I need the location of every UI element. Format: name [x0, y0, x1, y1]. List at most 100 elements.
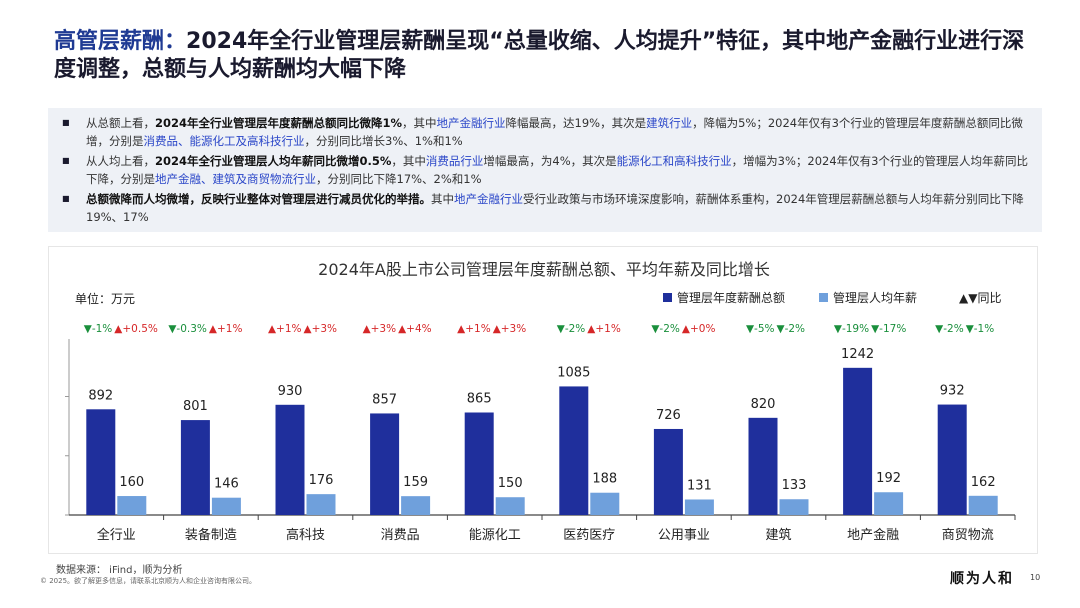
- page-number: 10: [1030, 573, 1041, 582]
- bar-average-label: 131: [687, 478, 712, 493]
- bullet-text: ，分别同比下降17%、2%和1%: [316, 172, 482, 186]
- yoy-average-label: ▲+3%: [304, 323, 338, 335]
- bar-average: [211, 497, 241, 515]
- category-label: 商贸物流: [942, 528, 994, 543]
- category-label: 能源化工: [469, 528, 521, 543]
- bar-average-label: 146: [214, 477, 239, 492]
- bar-total: [86, 409, 116, 515]
- category-label: 医药医疗: [563, 528, 615, 543]
- yoy-average-label: ▼-1%: [966, 323, 995, 335]
- bar-average: [684, 499, 714, 515]
- bullet-highlight: 地产金融、建筑及商贸物流行业: [155, 172, 316, 186]
- bar-average-label: 192: [876, 471, 901, 486]
- yoy-total-label: ▼-2%: [557, 323, 586, 335]
- bar-total: [464, 412, 494, 515]
- bullet-highlight: 地产金融行业: [454, 192, 523, 206]
- summary-bullets: 从总额上看，2024年全行业管理层年度薪酬总额同比微降1%，其中地产金融行业降幅…: [48, 108, 1042, 232]
- title-text: 2024年全行业管理层薪酬呈现“总量收缩、人均提升”特征，其中地产金融行业进行深…: [54, 29, 1025, 82]
- yoy-box: [74, 319, 159, 336]
- bullet-text: ，增幅为3%；2024年仅有3个行业的管理层人均年薪同比下降，分别是: [86, 154, 1028, 186]
- bullet-text: ，降幅为5%；2024年仅有3个行业的管理层年度薪酬总额同比微增，分别是: [86, 116, 1023, 148]
- unit-label: 单位：万元: [75, 291, 135, 306]
- bar-total-label: 820: [751, 397, 776, 412]
- yoy-box: [168, 319, 254, 336]
- category-label: 公用事业: [658, 528, 710, 543]
- copyright: © 2025。欲了解更多信息，请联系北京顺为人和企业咨询有限公司。: [40, 577, 257, 585]
- yoy-box: [736, 319, 821, 336]
- yoy-total-label: ▼-2%: [651, 323, 680, 335]
- yoy-total-label: ▲+1%: [268, 323, 302, 335]
- category-label: 装备制造: [185, 527, 237, 543]
- yoy-box: [641, 319, 727, 336]
- bar-average-label: 133: [782, 478, 807, 493]
- bar-average-label: 188: [592, 472, 617, 487]
- yoy-average-label: ▼-17%: [871, 323, 906, 335]
- bullet-conclusion: 总额微降而人均微增，反映行业整体对管理层进行减员优化的举措。其中地产金融行业受行…: [58, 190, 1032, 226]
- yoy-box: [830, 319, 916, 336]
- bar-average: [401, 496, 431, 515]
- yoy-average-label: ▲+1%: [209, 323, 243, 335]
- yoy-total-label: ▼-5%: [746, 323, 775, 335]
- category-label: 高科技: [286, 527, 325, 543]
- bullet-text: ，分别同比增长3%、1%和1%: [304, 134, 463, 148]
- yoy-box: [547, 319, 632, 336]
- bar-total: [370, 413, 400, 515]
- yoy-total-label: ▲+1%: [457, 323, 491, 335]
- bar-average: [874, 492, 904, 515]
- category-label: 建筑: [765, 527, 791, 543]
- bar-average-label: 160: [119, 475, 144, 490]
- category-label: 地产金融: [847, 527, 899, 543]
- bullet-text: 受行业政策与市场环境深度影响，薪酬体系重构，2024年管理层薪酬总额与人均年薪分…: [86, 192, 1024, 224]
- bar-total-label: 1085: [557, 365, 590, 380]
- yoy-average-label: ▼-2%: [777, 323, 806, 335]
- bullet-strong: 总额微降而人均微增，反映行业整体对管理层进行减员优化的举措。: [86, 192, 431, 206]
- bar-average: [779, 499, 809, 515]
- bar-average-label: 150: [498, 476, 523, 491]
- yoy-average-label: ▲+0.5%: [114, 323, 158, 335]
- bar-total: [653, 428, 683, 515]
- bar-average: [590, 492, 620, 515]
- bullet-text: ，其中: [402, 116, 437, 130]
- bullet-lead: 从总额上看，: [86, 116, 155, 130]
- bar-total: [843, 367, 873, 515]
- yoy-average-label: ▲+1%: [587, 323, 621, 335]
- bullet-highlight: 消费品行业: [425, 154, 484, 168]
- bullet-strong: 2024年全行业管理层人均年薪同比微增0.5%: [155, 154, 392, 168]
- bullet-text: 其中: [431, 192, 454, 206]
- legend-label-yoy: ▲▼同比: [959, 291, 1001, 305]
- category-label: 消费品: [381, 528, 420, 543]
- yoy-box: [452, 319, 537, 336]
- bar-average: [968, 495, 998, 515]
- yoy-total-label: ▼-1%: [84, 323, 113, 335]
- page-title: 高管层薪酬：2024年全行业管理层薪酬呈现“总量收缩、人均提升”特征，其中地产金…: [54, 28, 1044, 84]
- bullet-highlight: 消费品、能源化工及高科技行业: [143, 134, 305, 148]
- bar-average: [117, 496, 147, 515]
- bar-total: [275, 404, 305, 515]
- bullet-highlight: 能源化工和高科技行业: [616, 154, 732, 168]
- bar-average-label: 176: [309, 473, 334, 488]
- bar-total-label: 930: [278, 384, 303, 399]
- yoy-box: [925, 319, 1010, 336]
- bullet-highlight: 地产金融行业: [436, 116, 506, 130]
- yoy-total-label: ▼-19%: [834, 323, 869, 335]
- bullet-highlight: 建筑行业: [646, 116, 693, 130]
- chart-title: 2024年A股上市公司管理层年度薪酬总额、平均年薪及同比增长: [318, 260, 770, 279]
- bar-total-label: 932: [940, 384, 965, 399]
- legend-swatch-average: [819, 293, 828, 302]
- bar-total-label: 726: [656, 408, 681, 423]
- yoy-total-label: ▲+3%: [363, 323, 397, 335]
- yoy-box: [357, 319, 443, 336]
- legend-label-total: 管理层年度薪酬总额: [677, 290, 785, 305]
- bar-total-label: 865: [467, 391, 492, 406]
- bar-total: [748, 417, 778, 515]
- brand-logo: 顺为人和: [950, 571, 1014, 587]
- yoy-total-label: ▼-0.3%: [168, 323, 207, 335]
- bar-total-label: 801: [183, 399, 208, 414]
- bar-total: [937, 404, 967, 515]
- yoy-average-label: ▲+0%: [682, 323, 716, 335]
- bullet-average: 从人均上看，2024年全行业管理层人均年薪同比微增0.5%，其中消费品行业增幅最…: [58, 152, 1032, 188]
- category-label: 全行业: [97, 527, 136, 543]
- bar-average-label: 162: [971, 475, 996, 490]
- bullet-lead: 从人均上看，: [86, 154, 155, 168]
